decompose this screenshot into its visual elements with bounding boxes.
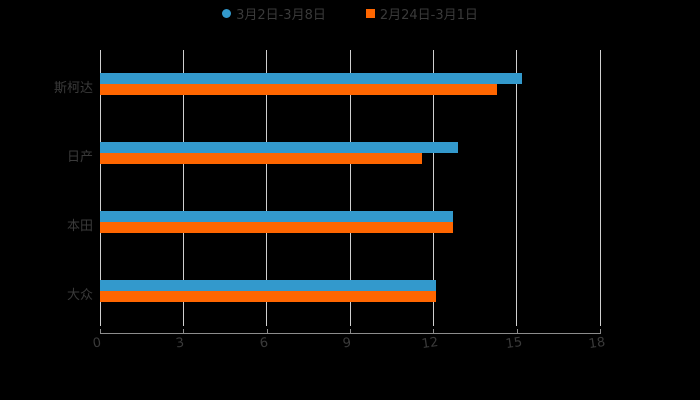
gridline-15 bbox=[516, 50, 517, 326]
bar-series1[interactable] bbox=[100, 142, 459, 153]
x-tick-mark bbox=[183, 329, 185, 334]
bar-series2[interactable] bbox=[100, 291, 437, 302]
x-tick-label: 3 bbox=[175, 335, 186, 352]
legend-square-icon bbox=[365, 8, 375, 18]
x-tick-label: 0 bbox=[91, 335, 103, 352]
plot-area bbox=[100, 50, 601, 326]
chart-legend: 3月2日-3月8日 2月24日-3月1日 bbox=[0, 4, 700, 23]
gridline-6 bbox=[266, 50, 267, 326]
bar-series2[interactable] bbox=[100, 84, 498, 95]
gridline-12 bbox=[433, 50, 434, 326]
bar-series2[interactable] bbox=[100, 222, 453, 233]
gridline-3 bbox=[183, 50, 184, 326]
x-tick-label: 15 bbox=[504, 334, 523, 353]
x-tick-mark bbox=[433, 329, 435, 334]
legend-label-series1: 3月2日-3月8日 bbox=[236, 7, 326, 23]
x-tick-label: 9 bbox=[341, 335, 353, 352]
gridline-0 bbox=[100, 50, 101, 326]
x-tick-mark bbox=[516, 329, 518, 334]
x-tick-label: 6 bbox=[258, 335, 269, 352]
x-tick-mark bbox=[350, 329, 351, 334]
x-tick-mark bbox=[100, 329, 101, 334]
gridline-9 bbox=[350, 50, 351, 326]
category-label-skoda: 斯柯达 bbox=[53, 81, 93, 96]
x-tick-label: 12 bbox=[421, 334, 440, 353]
bar-series1[interactable] bbox=[100, 73, 523, 84]
bar-series1[interactable] bbox=[100, 280, 437, 291]
x-tick-label: 18 bbox=[587, 334, 607, 353]
legend-label-series2: 2月24日-3月1日 bbox=[379, 7, 478, 23]
x-tick-mark bbox=[600, 329, 601, 334]
legend-item-series2[interactable]: 2月24日-3月1日 bbox=[365, 4, 478, 23]
category-label-volkswagen: 大众 bbox=[66, 288, 93, 303]
x-tick-mark bbox=[266, 329, 268, 334]
legend-circle-icon bbox=[222, 8, 232, 18]
gridline-18 bbox=[600, 50, 601, 326]
category-label-honda: 本田 bbox=[66, 219, 93, 234]
bar-series1[interactable] bbox=[100, 211, 453, 222]
category-label-nissan: 日产 bbox=[66, 150, 93, 165]
legend-item-series1[interactable]: 3月2日-3月8日 bbox=[222, 4, 326, 23]
bar-series2[interactable] bbox=[100, 153, 423, 164]
